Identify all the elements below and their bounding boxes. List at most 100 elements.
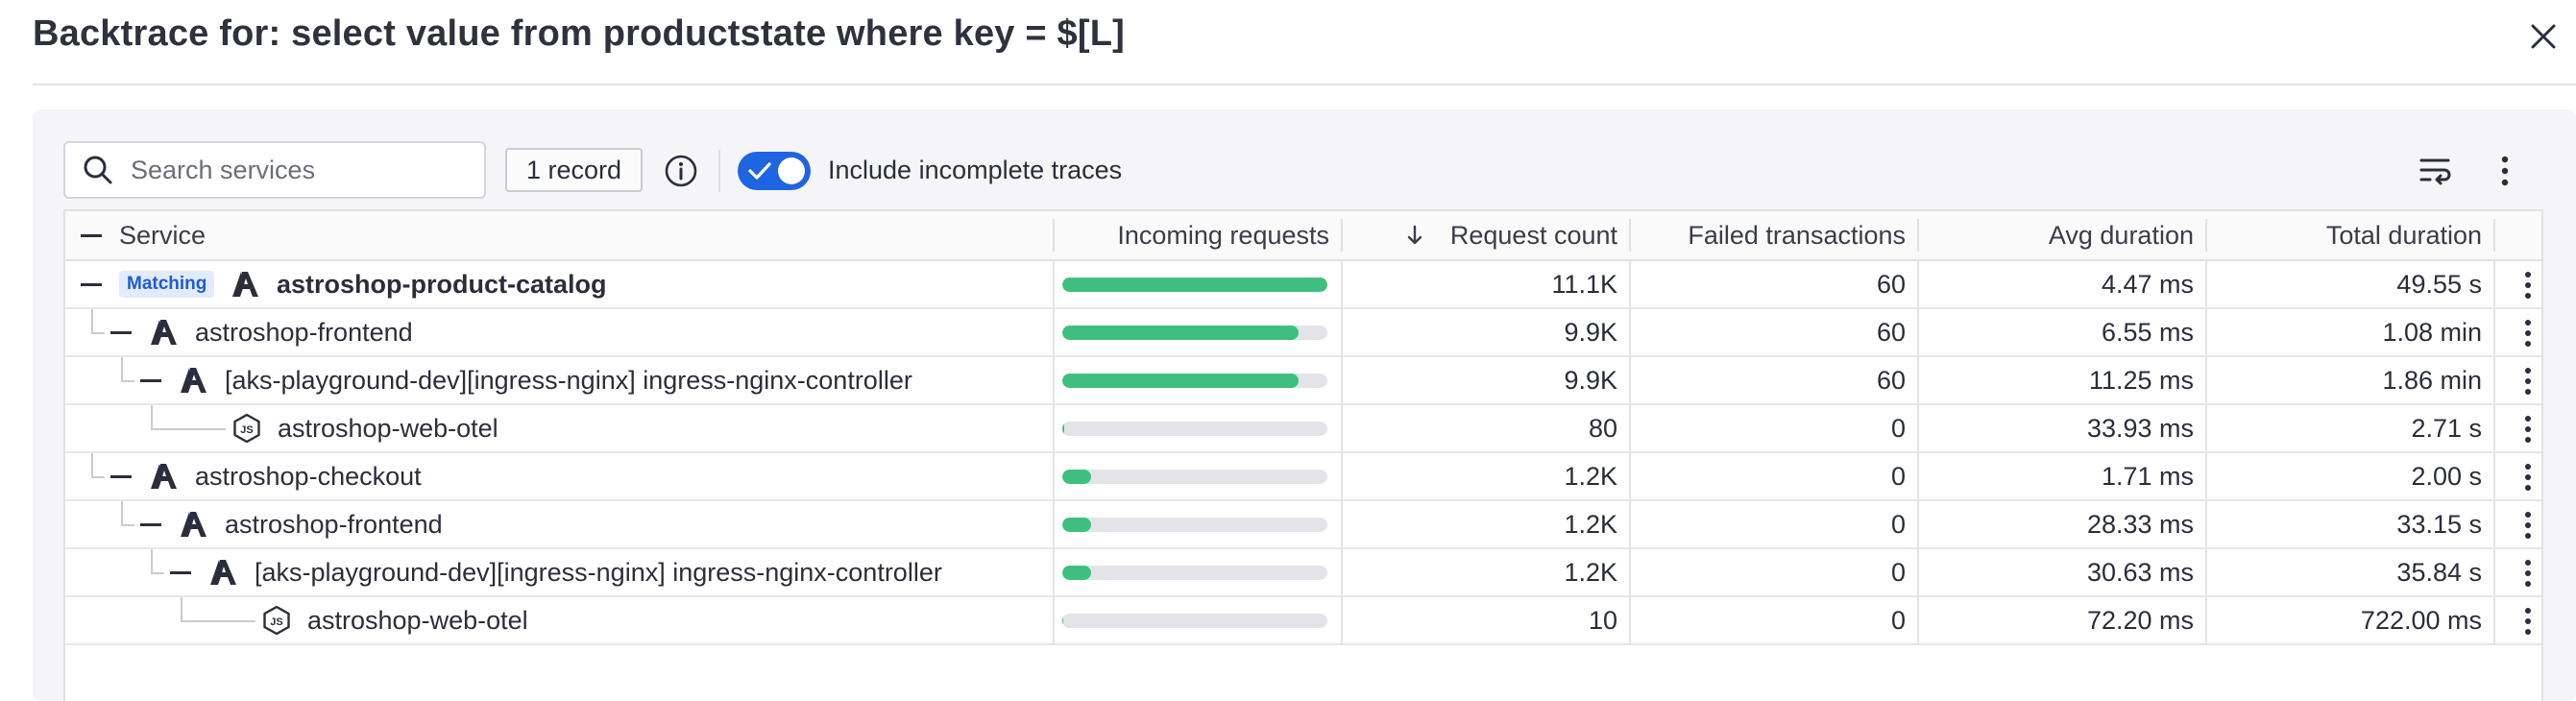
collapse-icon[interactable] (81, 283, 102, 286)
col-service[interactable]: Service (119, 221, 207, 250)
column-divider (2205, 549, 2207, 597)
tree-connector (91, 332, 105, 334)
column-divider (1917, 549, 1919, 597)
col-request-count[interactable]: Request count (1449, 221, 1617, 250)
collapse-all-icon[interactable] (81, 234, 102, 237)
tree-connector (151, 428, 226, 430)
row-actions-icon[interactable] (2522, 559, 2534, 588)
column-divider (2493, 501, 2495, 549)
info-icon[interactable] (664, 154, 698, 188)
row-actions-icon[interactable] (2522, 511, 2534, 540)
collapse-icon[interactable] (140, 523, 161, 526)
row-actions-icon[interactable] (2522, 367, 2534, 396)
table-row[interactable]: astroshop-checkout 1.2K 0 1.71 ms 2.00 s (65, 453, 2541, 501)
collapse-icon[interactable] (110, 331, 132, 334)
col-separator (2493, 219, 2495, 252)
table-row[interactable]: astroshop-frontend 9.9K 60 6.55 ms 1.08 min (65, 309, 2541, 357)
cell-avg-duration: 1.71 ms (2101, 462, 2194, 491)
azure-icon (231, 269, 261, 304)
cell-request-count: 1.2K (1564, 558, 1617, 587)
include-incomplete-toggle[interactable] (738, 152, 811, 190)
table-row[interactable]: Matching astroshop-product-catalog 11.1K 60… (65, 261, 2541, 309)
azure-icon (179, 509, 209, 544)
column-divider (1917, 501, 1919, 549)
sort-desc-icon[interactable] (1406, 225, 1423, 246)
column-divider (2493, 261, 2495, 309)
column-divider (2493, 549, 2495, 597)
cell-avg-duration: 11.25 ms (2088, 366, 2194, 395)
table-row[interactable]: JS astroshop-web-otel 80 0 33.93 ms 2.71 s (65, 405, 2541, 453)
column-divider (1629, 549, 1631, 597)
column-divider (2493, 405, 2495, 453)
cell-service-name[interactable]: astroshop-web-otel (278, 414, 498, 443)
tree-connector (121, 357, 123, 381)
services-table: Service Incoming requests Request count … (63, 209, 2543, 701)
tree-connector (91, 453, 93, 477)
collapse-icon[interactable] (140, 379, 161, 382)
col-avg-duration[interactable]: Avg duration (2048, 221, 2194, 250)
column-divider (1053, 309, 1055, 357)
cell-total-duration: 35.84 s (2396, 558, 2482, 587)
svg-text:JS: JS (270, 616, 282, 628)
more-options-icon[interactable] (2499, 154, 2511, 188)
cell-service-name[interactable]: [aks-playground-dev][ingress-nginx] ingr… (255, 558, 942, 587)
cell-service-name[interactable]: astroshop-product-catalog (277, 270, 607, 299)
cell-service-name[interactable]: astroshop-frontend (195, 318, 413, 347)
row-actions-icon[interactable] (2522, 319, 2534, 348)
cell-total-duration: 49.55 s (2396, 270, 2482, 299)
collapse-icon[interactable] (170, 571, 191, 574)
row-actions-icon[interactable] (2522, 463, 2534, 492)
column-divider (1917, 405, 1919, 453)
cell-avg-duration: 33.93 ms (2086, 414, 2194, 443)
incoming-requests-bar (1062, 326, 1327, 340)
column-divider (2493, 309, 2495, 357)
cell-request-count: 80 (1588, 414, 1617, 443)
cell-service-name[interactable]: astroshop-web-otel (307, 606, 528, 635)
cell-failed-transactions: 0 (1890, 414, 1906, 443)
row-actions-icon[interactable] (2522, 415, 2534, 444)
col-separator (1629, 219, 1631, 252)
column-divider (2493, 357, 2495, 405)
table-row[interactable]: [aks-playground-dev][ingress-nginx] ingr… (65, 549, 2541, 597)
cell-request-count: 1.2K (1564, 462, 1617, 491)
cell-request-count: 1.2K (1564, 510, 1617, 539)
incoming-requests-bar (1062, 566, 1327, 580)
incoming-requests-bar-fill (1062, 326, 1299, 340)
col-failed-transactions[interactable]: Failed transactions (1688, 221, 1906, 250)
row-actions-icon[interactable] (2522, 607, 2534, 636)
column-divider (2205, 309, 2207, 357)
column-divider (2493, 453, 2495, 501)
column-divider (1629, 357, 1631, 405)
cell-service-name[interactable]: astroshop-checkout (195, 462, 422, 491)
search-input[interactable] (129, 154, 459, 186)
svg-text:JS: JS (240, 424, 253, 436)
incoming-requests-bar-fill (1062, 422, 1064, 436)
table-row[interactable]: [aks-playground-dev][ingress-nginx] ingr… (65, 357, 2541, 405)
tree-connector (151, 572, 164, 574)
cell-service-name[interactable]: [aks-playground-dev][ingress-nginx] ingr… (225, 366, 912, 395)
cell-failed-transactions: 60 (1876, 318, 1906, 347)
tree-connector (121, 380, 134, 382)
row-actions-icon[interactable] (2522, 271, 2534, 300)
azure-icon (179, 365, 209, 400)
cell-total-duration: 2.71 s (2411, 414, 2482, 443)
column-divider (1629, 501, 1631, 549)
column-divider (1341, 261, 1343, 309)
collapse-icon[interactable] (110, 475, 132, 478)
col-total-duration[interactable]: Total duration (2325, 221, 2482, 250)
table-row[interactable]: astroshop-frontend 1.2K 0 28.33 ms 33.15 s (65, 501, 2541, 549)
table-row[interactable]: JS astroshop-web-otel 10 0 72.20 ms 722.00 ms (65, 597, 2541, 645)
col-incoming-requests[interactable]: Incoming requests (1117, 221, 1329, 250)
cell-service-name[interactable]: astroshop-frontend (225, 510, 443, 539)
close-button[interactable] (2526, 19, 2561, 54)
line-wrap-icon[interactable] (2418, 156, 2453, 186)
record-count-badge: 1 record (505, 148, 644, 192)
cell-request-count: 10 (1588, 606, 1617, 635)
search-box[interactable] (63, 141, 486, 199)
cell-failed-transactions: 0 (1890, 606, 1906, 635)
cell-request-count: 9.9K (1564, 318, 1617, 347)
incoming-requests-bar (1062, 374, 1327, 388)
tree-connector (151, 405, 153, 429)
tree-connector (151, 549, 153, 573)
column-divider (2205, 453, 2207, 501)
